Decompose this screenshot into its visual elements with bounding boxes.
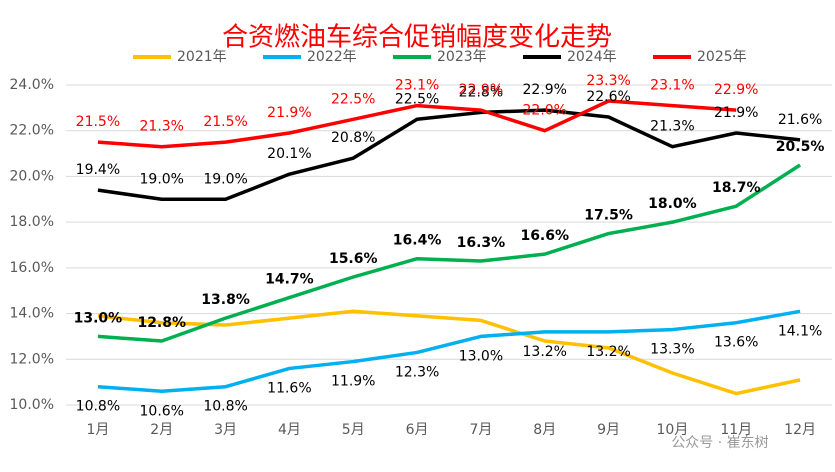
data-label: 19.0% bbox=[140, 171, 184, 187]
data-label: 12.8% bbox=[137, 315, 186, 331]
data-label: 12.3% bbox=[395, 364, 439, 380]
legend-label: 2023年 bbox=[437, 49, 487, 65]
data-label: 13.3% bbox=[650, 342, 694, 358]
data-label: 13.0% bbox=[459, 348, 503, 364]
y-tick-label: 10.0% bbox=[10, 397, 54, 413]
legend-label: 2022年 bbox=[307, 49, 357, 65]
x-tick-label: 7月 bbox=[469, 422, 492, 438]
data-label: 15.6% bbox=[329, 251, 378, 267]
x-tick-label: 8月 bbox=[533, 422, 556, 438]
chart-title: 合资燃油车综合促销幅度变化走势 bbox=[222, 23, 612, 53]
data-label: 16.4% bbox=[393, 233, 442, 249]
data-label: 22.5% bbox=[331, 91, 375, 107]
legend-label: 2024年 bbox=[567, 49, 617, 65]
y-tick-label: 22.0% bbox=[10, 123, 54, 139]
data-label: 19.0% bbox=[203, 171, 247, 187]
data-label: 13.8% bbox=[201, 292, 250, 308]
data-label: 22.5% bbox=[395, 91, 439, 107]
data-label: 13.6% bbox=[714, 335, 758, 351]
y-tick-label: 12.0% bbox=[10, 351, 54, 367]
data-label: 21.9% bbox=[267, 105, 311, 121]
y-tick-label: 16.0% bbox=[10, 260, 54, 276]
data-label: 20.8% bbox=[331, 130, 375, 146]
data-label: 17.5% bbox=[584, 208, 633, 224]
x-tick-label: 9月 bbox=[597, 422, 620, 438]
data-label: 21.3% bbox=[650, 119, 694, 135]
y-tick-label: 14.0% bbox=[10, 306, 54, 322]
data-label: 19.4% bbox=[76, 162, 120, 178]
data-label: 22.9% bbox=[459, 82, 503, 98]
y-tick-label: 24.0% bbox=[10, 77, 54, 93]
data-label: 18.0% bbox=[648, 196, 697, 212]
data-label: 14.1% bbox=[778, 323, 822, 339]
y-tick-label: 18.0% bbox=[10, 214, 54, 230]
x-tick-label: 5月 bbox=[342, 422, 365, 438]
y-tick-label: 20.0% bbox=[10, 168, 54, 184]
series-line bbox=[97, 99, 737, 149]
data-label: 16.6% bbox=[520, 228, 569, 244]
data-label: 21.5% bbox=[203, 114, 247, 130]
series-line bbox=[97, 309, 801, 394]
series-line bbox=[97, 309, 801, 396]
data-label: 13.2% bbox=[586, 344, 630, 360]
x-tick-label: 4月 bbox=[278, 422, 301, 438]
data-label: 23.1% bbox=[395, 78, 439, 94]
data-label: 10.8% bbox=[203, 399, 247, 415]
data-label: 21.3% bbox=[140, 119, 184, 135]
data-label: 22.0% bbox=[523, 103, 567, 119]
legend-label: 2021年 bbox=[177, 49, 227, 65]
data-label: 13.0% bbox=[74, 310, 123, 326]
data-label: 23.3% bbox=[586, 73, 630, 89]
data-label: 11.9% bbox=[331, 374, 375, 390]
series-line bbox=[97, 163, 802, 343]
data-label: 21.9% bbox=[714, 105, 758, 121]
legend-label: 2025年 bbox=[697, 49, 747, 65]
data-label: 16.3% bbox=[457, 235, 506, 251]
data-label: 23.1% bbox=[650, 78, 694, 94]
data-label: 14.7% bbox=[265, 272, 314, 288]
series-line bbox=[97, 108, 801, 202]
x-tick-label: 2月 bbox=[150, 422, 173, 438]
data-label: 21.5% bbox=[76, 114, 120, 130]
data-label: 22.9% bbox=[523, 82, 567, 98]
data-label: 22.8% bbox=[459, 84, 503, 100]
data-label: 18.7% bbox=[712, 180, 761, 196]
x-tick-label: 3月 bbox=[214, 422, 237, 438]
data-label: 22.9% bbox=[714, 82, 758, 98]
x-tick-label: 12月 bbox=[784, 422, 816, 438]
x-tick-label: 10月 bbox=[657, 422, 689, 438]
x-tick-label: 6月 bbox=[406, 422, 429, 438]
data-label: 10.8% bbox=[76, 399, 120, 415]
x-tick-label: 1月 bbox=[86, 422, 109, 438]
watermark: 公众号 · 崔东树 bbox=[671, 435, 768, 451]
data-label: 20.5% bbox=[776, 139, 825, 155]
data-label: 11.6% bbox=[267, 380, 311, 396]
x-tick-label: 11月 bbox=[720, 422, 752, 438]
data-label: 20.1% bbox=[267, 146, 311, 162]
data-label: 13.2% bbox=[523, 344, 567, 360]
data-label: 10.6% bbox=[140, 403, 184, 419]
data-label: 22.6% bbox=[586, 89, 630, 105]
data-label: 21.6% bbox=[778, 112, 822, 128]
